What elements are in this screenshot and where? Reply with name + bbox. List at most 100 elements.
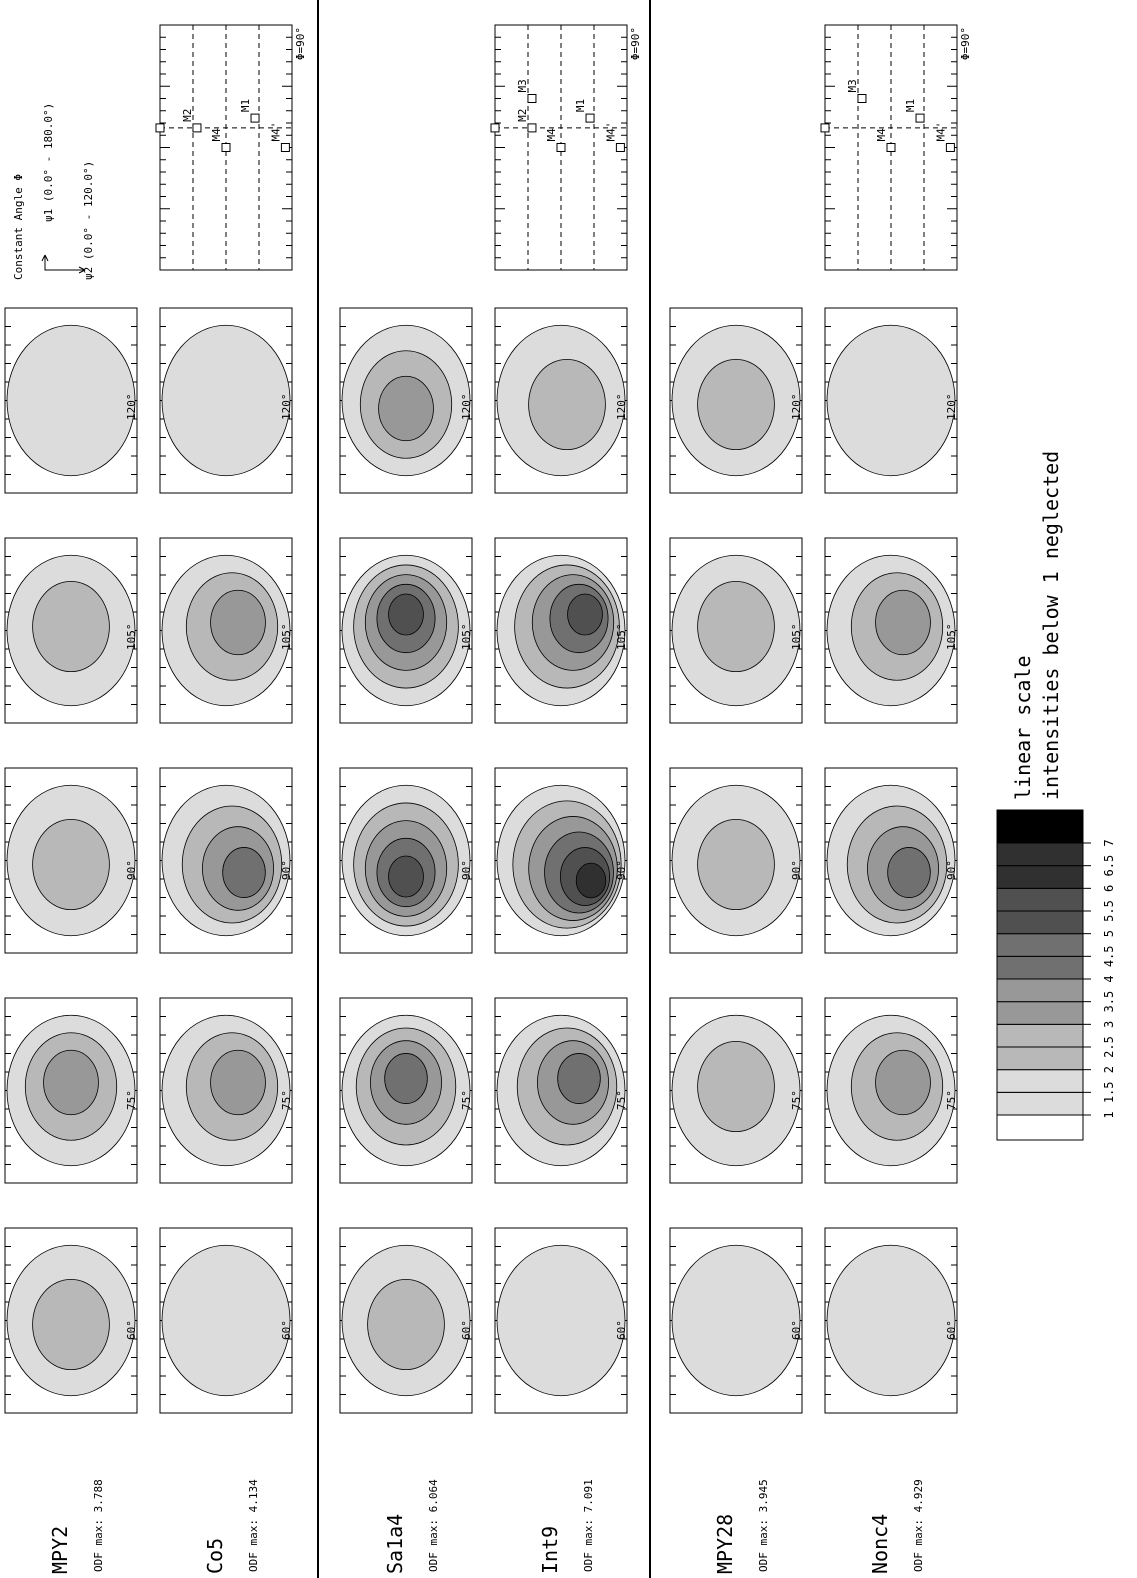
marker xyxy=(820,123,830,133)
contour xyxy=(388,593,424,636)
marker xyxy=(490,123,500,133)
ode-section xyxy=(824,767,958,954)
ode-section xyxy=(339,997,473,1184)
legend-label: 5.5 xyxy=(1102,900,1116,922)
marker-label: M3 xyxy=(516,79,529,92)
contour xyxy=(32,1278,110,1371)
section-label: 105° xyxy=(280,624,293,651)
section-label: 120° xyxy=(615,394,628,421)
ode-section xyxy=(824,537,958,724)
marker-label: M4 xyxy=(210,128,223,142)
legend-label: 7 xyxy=(1102,839,1116,846)
legend-cell xyxy=(996,955,1084,980)
legend-text: intensities below 1 neglected xyxy=(1039,451,1063,800)
odf-max: ODF max: 3.945 xyxy=(757,1479,770,1572)
ode-section xyxy=(669,1227,803,1414)
legend-cell xyxy=(996,865,1084,889)
ode-section xyxy=(669,537,803,724)
contour xyxy=(875,1049,931,1116)
sample-name: Co5 xyxy=(203,1538,227,1574)
ode-section xyxy=(4,1227,138,1414)
legend-label: 3.5 xyxy=(1102,991,1116,1013)
marker-label: M1 xyxy=(904,99,917,112)
contour xyxy=(697,358,775,451)
ode-section xyxy=(159,537,293,724)
marker xyxy=(280,143,290,152)
contour xyxy=(210,589,266,656)
legend-label: 4.5 xyxy=(1102,945,1116,967)
legend-label: 4 xyxy=(1102,975,1116,982)
legend-cell xyxy=(996,1091,1084,1116)
marker-label: M1 xyxy=(574,99,587,112)
contour xyxy=(697,580,775,673)
key-phi: Φ=90° xyxy=(629,27,642,60)
section-label: 90° xyxy=(460,860,473,880)
sample-name: Nonc4 xyxy=(868,1514,892,1574)
marker-label: M1 xyxy=(239,99,252,112)
key-title: Constant Angle Φ xyxy=(12,174,25,280)
ode-section xyxy=(339,307,473,494)
legend-cell xyxy=(996,809,1084,844)
section-label: 75° xyxy=(280,1090,293,1110)
section-label: 60° xyxy=(615,1320,628,1340)
marker xyxy=(556,143,566,152)
ode-section xyxy=(339,767,473,954)
section-label: 105° xyxy=(460,624,473,651)
section-label: 120° xyxy=(280,394,293,421)
legend-cell xyxy=(996,978,1084,1003)
contour xyxy=(32,818,110,911)
section-label: 90° xyxy=(945,860,958,880)
ode-section xyxy=(824,307,958,494)
ode-section xyxy=(4,537,138,724)
legend-label: 3 xyxy=(1102,1021,1116,1028)
legend-cell xyxy=(996,887,1084,912)
key-phi: Φ=90° xyxy=(959,27,972,60)
legend-cell xyxy=(996,1069,1084,1093)
contour xyxy=(210,1049,266,1116)
sample-name: Int9 xyxy=(538,1526,562,1574)
contour xyxy=(826,324,956,477)
axis-arrows xyxy=(41,254,86,274)
ode-section xyxy=(494,307,628,494)
section-label: 105° xyxy=(615,624,628,651)
contour xyxy=(528,358,606,451)
marker xyxy=(585,113,595,123)
key-psi2: ψ2 (0.0° - 120.0°) xyxy=(82,161,95,280)
ode-section xyxy=(159,997,293,1184)
ode-section xyxy=(824,997,958,1184)
contour xyxy=(388,855,424,898)
contour xyxy=(496,1244,626,1397)
odf-max: ODF max: 4.929 xyxy=(912,1479,925,1572)
section-label: 120° xyxy=(125,394,138,421)
section-label: 60° xyxy=(945,1320,958,1340)
contour xyxy=(367,1278,445,1371)
marker-label: M4' xyxy=(934,122,947,142)
contour xyxy=(32,580,110,673)
legend-cell xyxy=(996,842,1084,867)
section-label: 105° xyxy=(125,624,138,651)
section-label: 60° xyxy=(790,1320,803,1340)
section-label: 90° xyxy=(615,860,628,880)
odf-max: ODF max: 4.134 xyxy=(247,1479,260,1572)
key-phi: Φ=90° xyxy=(294,27,307,60)
ode-section xyxy=(4,997,138,1184)
ode-section xyxy=(159,307,293,494)
section-label: 75° xyxy=(790,1090,803,1110)
legend-cell xyxy=(996,933,1084,957)
marker xyxy=(221,143,231,152)
legend-label: 2.5 xyxy=(1102,1036,1116,1058)
legend-cell xyxy=(996,1114,1084,1141)
ode-section xyxy=(339,1227,473,1414)
contour xyxy=(671,1244,801,1397)
contour xyxy=(557,1053,601,1104)
contour xyxy=(161,1244,291,1397)
contour xyxy=(697,818,775,911)
section-label: 75° xyxy=(945,1090,958,1110)
section-label: 75° xyxy=(125,1090,138,1110)
contour xyxy=(875,589,931,656)
section-label: 75° xyxy=(460,1090,473,1110)
section-label: 90° xyxy=(125,860,138,880)
marker xyxy=(886,143,896,152)
ode-section xyxy=(824,1227,958,1414)
